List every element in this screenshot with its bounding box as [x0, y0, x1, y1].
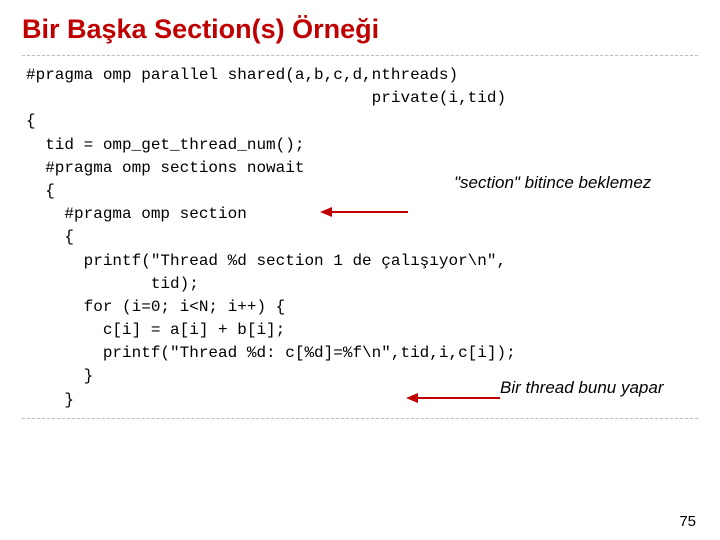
code-line: #pragma omp sections nowait [26, 159, 304, 177]
page-number: 75 [679, 513, 696, 530]
code-line: { [26, 112, 36, 130]
code-line: tid); [26, 275, 199, 293]
code-line: #pragma omp parallel shared(a,b,c,d,nthr… [26, 66, 458, 84]
code-line: { [26, 228, 74, 246]
code-line: c[i] = a[i] + b[i]; [26, 321, 285, 339]
code-line: } [26, 391, 74, 409]
code-block: #pragma omp parallel shared(a,b,c,d,nthr… [0, 56, 720, 412]
code-line: private(i,tid) [26, 89, 506, 107]
arrow-icon [320, 205, 410, 219]
code-line: tid = omp_get_thread_num(); [26, 136, 304, 154]
divider-bottom [22, 418, 698, 419]
annotation-nowait: "section" bitince beklemez [454, 173, 651, 193]
arrow-icon [406, 391, 502, 405]
code-line: { [26, 182, 55, 200]
code-line: for (i=0; i<N; i++) { [26, 298, 285, 316]
code-line: printf("Thread %d section 1 de çalışıyor… [26, 252, 506, 270]
slide-title: Bir Başka Section(s) Örneği [0, 0, 720, 45]
code-line: printf("Thread %d: c[%d]=%f\n",tid,i,c[i… [26, 344, 516, 362]
code-line: } [26, 367, 93, 385]
code-line: #pragma omp section [26, 205, 247, 223]
annotation-thread: Bir thread bunu yapar [500, 378, 664, 398]
